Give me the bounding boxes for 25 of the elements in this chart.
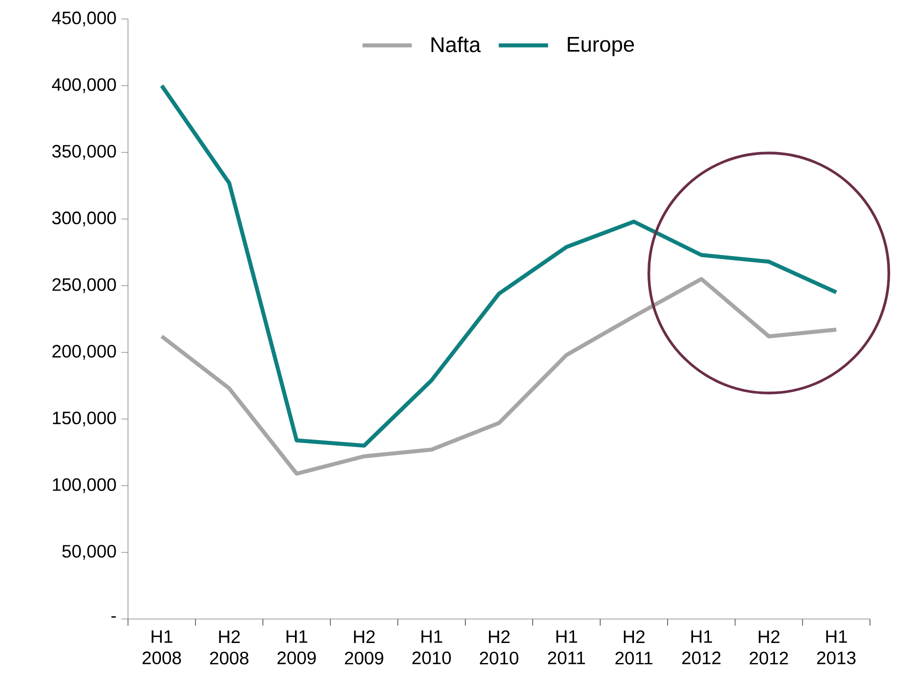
x-tick-label: H2 2010 xyxy=(480,630,518,664)
y-tick-label: 100,000 xyxy=(52,478,116,494)
y-tick-label: - xyxy=(111,616,116,618)
x-tick-label: H1 2012 xyxy=(682,630,720,664)
legend-label: Nafta xyxy=(432,36,481,52)
legend-label: Europe xyxy=(568,36,634,56)
y-tick-label: 150,000 xyxy=(52,412,116,426)
x-tick-label: H1 2008 xyxy=(142,630,181,664)
y-tick-label: 350,000 xyxy=(52,144,116,160)
y-tick-label: 250,000 xyxy=(52,278,116,294)
y-tick-label: 450,000 xyxy=(52,12,116,26)
x-tick-label: H2 2011 xyxy=(615,630,652,664)
x-tick-label: H2 2008 xyxy=(210,630,248,664)
y-tick-label: 50,000 xyxy=(62,544,116,560)
y-tick-label: 200,000 xyxy=(52,344,116,360)
x-tick-label: H1 2009 xyxy=(278,630,316,664)
y-tick-label: 300,000 xyxy=(52,212,116,226)
x-tick-label: H1 2011 xyxy=(548,630,585,664)
x-tick-label: H2 2009 xyxy=(344,630,384,664)
line-series xyxy=(160,84,838,448)
x-tick-label: H1 2013 xyxy=(817,630,856,664)
y-tick-label: 400,000 xyxy=(52,78,116,94)
x-tick-label: H2 2012 xyxy=(750,630,788,664)
line-series xyxy=(160,276,838,476)
x-tick-label: H1 2010 xyxy=(412,630,451,664)
